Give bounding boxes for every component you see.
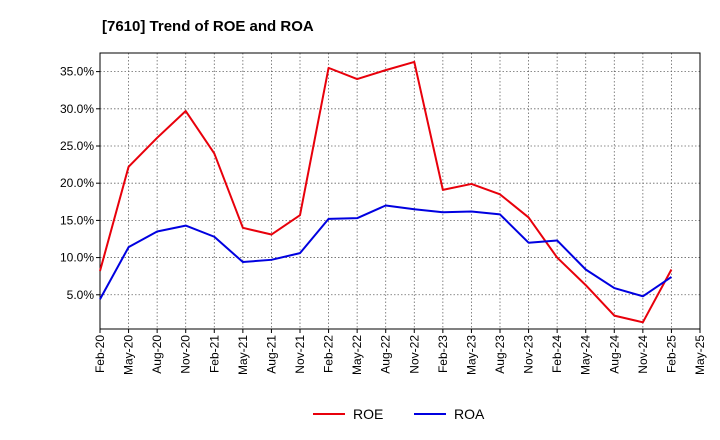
y-tick-label: 5.0% (67, 288, 95, 302)
x-tick-label: Nov-22 (407, 335, 421, 374)
y-tick-label: 15.0% (60, 213, 94, 227)
x-tick-label: May-25 (693, 335, 707, 375)
chart-title: [7610] Trend of ROE and ROA (102, 18, 314, 35)
x-tick-label: Feb-23 (436, 335, 450, 373)
legend: ROE ROA (313, 406, 485, 422)
series-lines (99, 60, 673, 324)
y-tick-label: 20.0% (60, 176, 94, 190)
x-tick-label: Nov-24 (636, 335, 650, 374)
x-tick-label: Nov-21 (293, 335, 307, 374)
x-tick-label: Aug-21 (264, 335, 278, 374)
x-tick-label: Aug-22 (379, 335, 393, 374)
plot-area-border (99, 52, 701, 330)
x-tick-label: Feb-25 (664, 335, 678, 373)
y-tick-label: 10.0% (60, 251, 94, 265)
x-tick-label: Aug-24 (607, 335, 621, 374)
y-tick-label: 25.0% (60, 139, 94, 153)
x-tick-label: Feb-24 (550, 335, 564, 373)
legend-label-roe: ROE (353, 406, 383, 422)
x-tick-label: May-22 (350, 335, 364, 375)
x-tick-label: Feb-22 (322, 335, 336, 373)
y-tick-label: 30.0% (60, 102, 94, 116)
x-tick-label: Aug-23 (493, 335, 507, 374)
x-tick-label: May-21 (236, 335, 250, 375)
x-tick-label: Feb-21 (207, 335, 221, 373)
x-axis: Feb-20 May-20 Aug-20 Nov-20 Feb-21 May-21 Aug-… (93, 329, 707, 375)
legend-label-roa: ROA (454, 406, 485, 422)
y-axis: 5.0% 10.0% 15.0% 20.0% 25.0% 30.0% 35.0% (60, 65, 100, 302)
x-tick-label: Aug-20 (150, 335, 164, 374)
series-line-roe (99, 60, 673, 324)
x-tick-label: Nov-20 (179, 335, 193, 374)
series-line-roa (99, 204, 672, 300)
x-tick-label: May-20 (122, 335, 136, 375)
grid (100, 53, 700, 329)
x-tick-label: May-24 (579, 335, 593, 375)
y-tick-label: 35.0% (60, 65, 94, 79)
x-tick-label: May-23 (464, 335, 478, 375)
x-tick-label: Nov-23 (522, 335, 536, 374)
x-tick-label: Feb-20 (93, 335, 107, 373)
